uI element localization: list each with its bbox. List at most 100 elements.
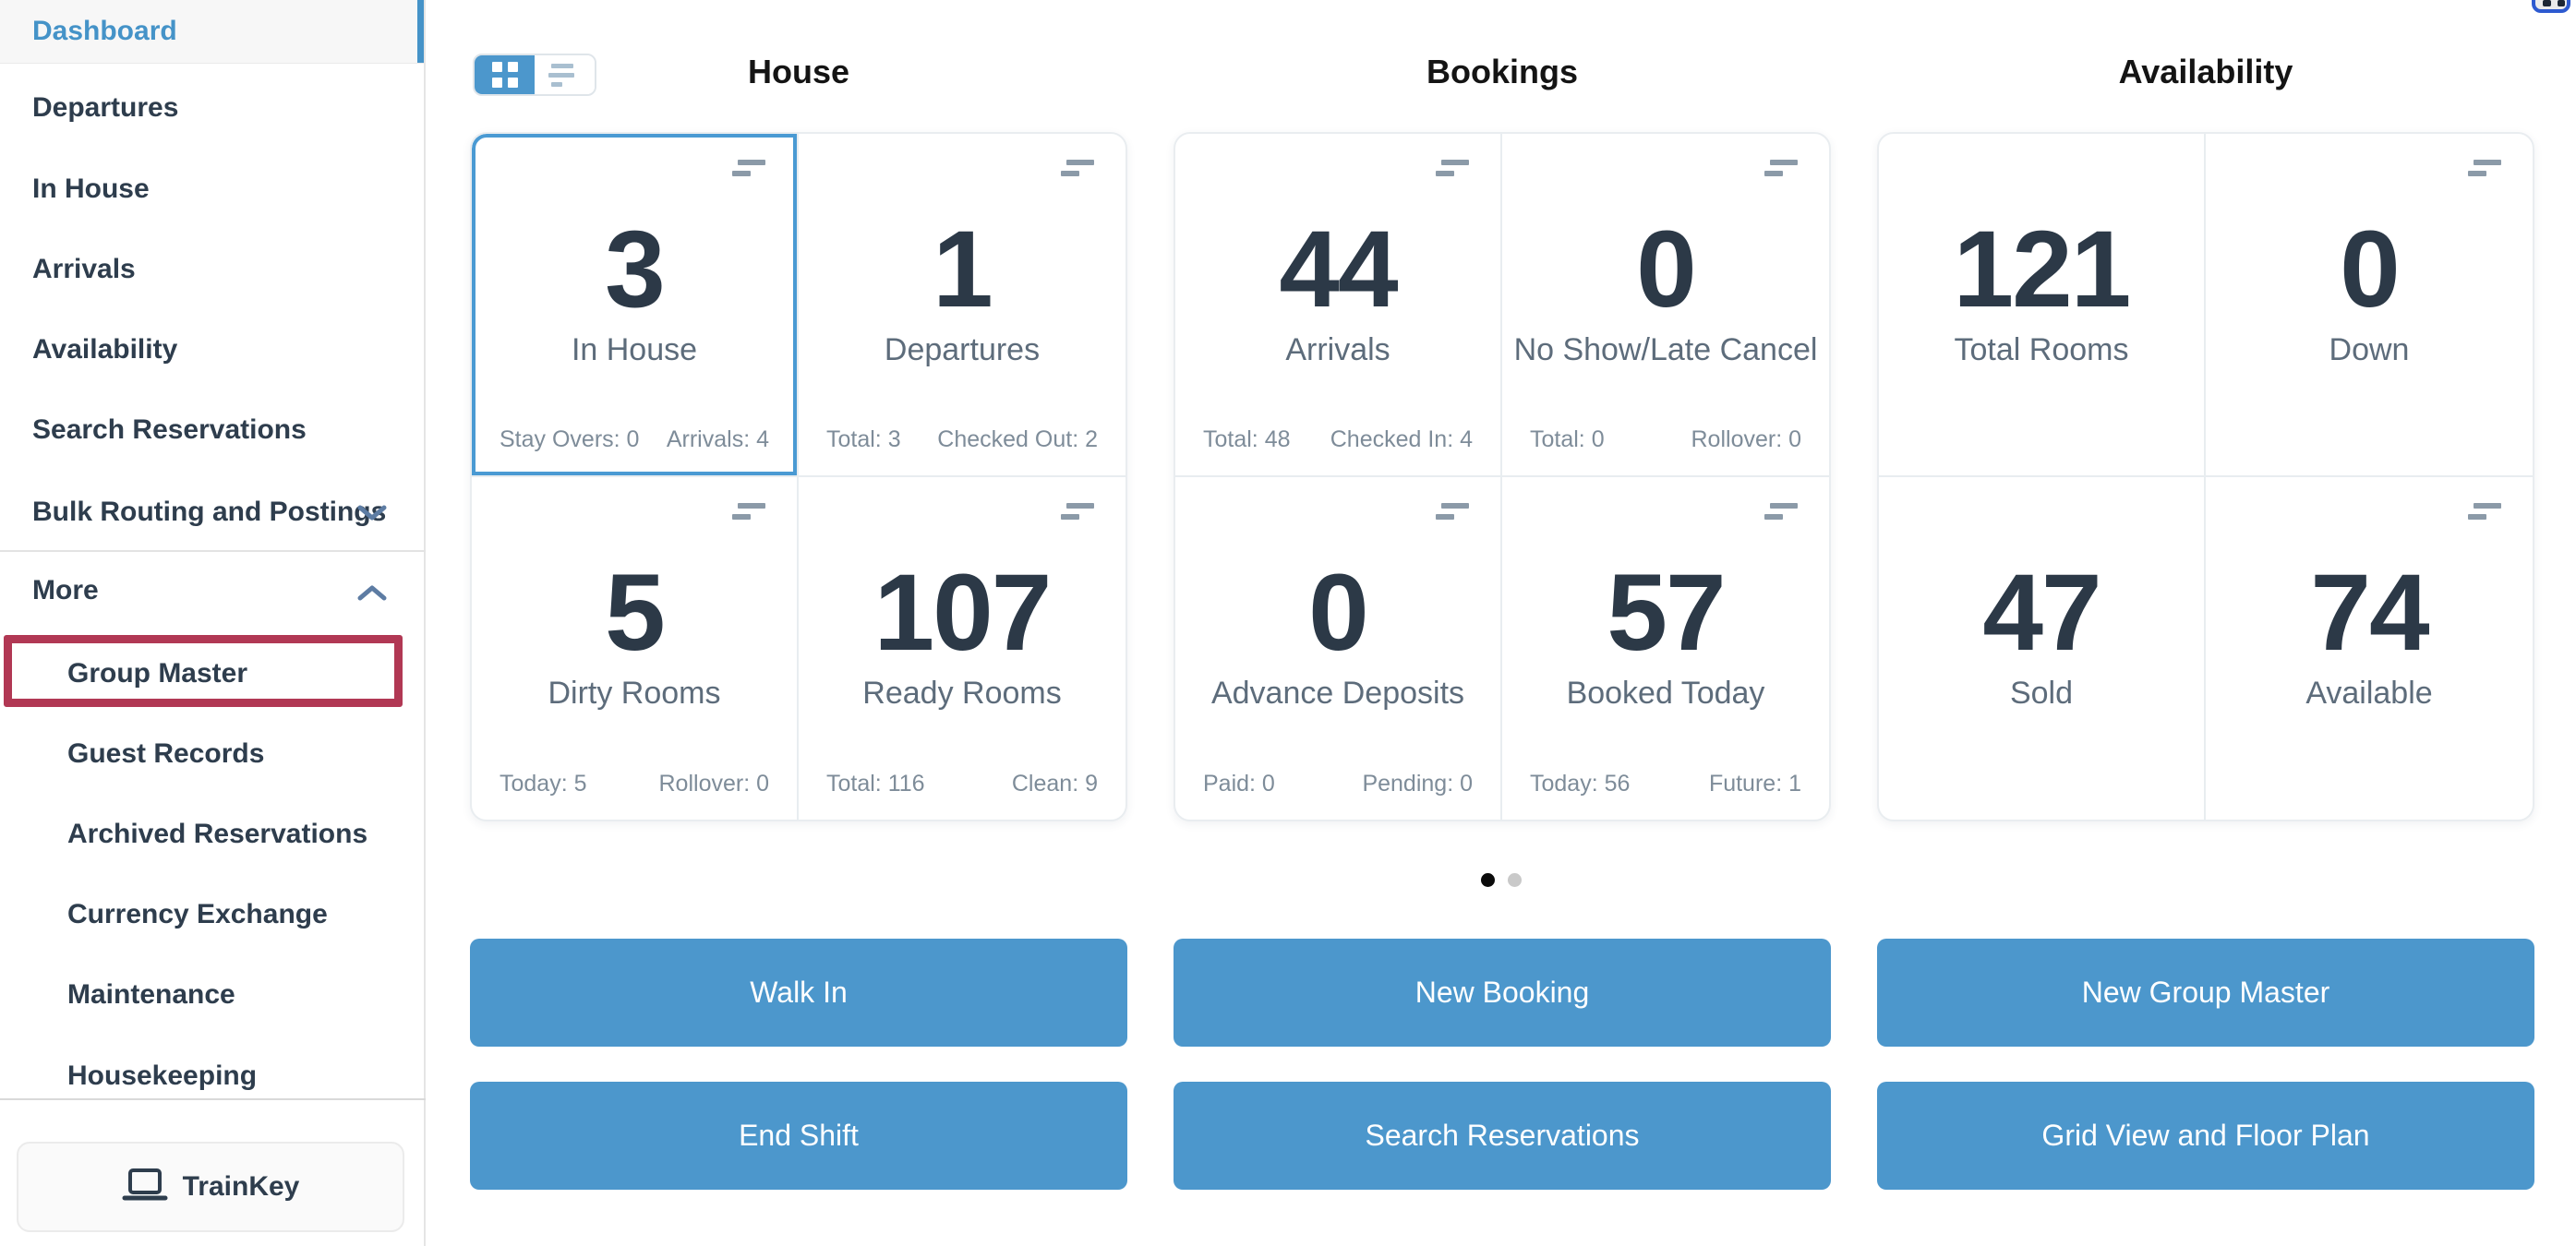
trainkey-button[interactable]: TrainKey: [17, 1142, 404, 1232]
sidebar-item-departures[interactable]: Departures: [32, 92, 179, 123]
walk-in-button[interactable]: Walk In: [470, 939, 1127, 1047]
stat-value: 47: [1982, 551, 2101, 674]
stat-value: 0: [1636, 209, 1697, 330]
stat-value: 0: [2340, 209, 2401, 330]
page-dot-active[interactable]: [1480, 873, 1495, 887]
new-booking-button[interactable]: New Booking: [1174, 939, 1831, 1047]
card-sold[interactable]: 47 Sold: [1879, 476, 2206, 820]
card-menu-icon[interactable]: [2468, 160, 2501, 176]
chevron-up-icon[interactable]: [356, 583, 388, 602]
sidebar-item-maintenance[interactable]: Maintenance: [67, 979, 235, 1010]
bookings-card-group: 44 Arrivals Total: 48 Checked In: 4 0 No…: [1174, 132, 1831, 821]
stat-label: Departures: [884, 332, 1041, 367]
stat-label: In House: [571, 332, 698, 367]
sidebar-item-more[interactable]: More: [32, 575, 99, 605]
card-arrivals[interactable]: 44 Arrivals Total: 48 Checked In: 4: [1175, 134, 1502, 477]
chevron-down-icon[interactable]: [356, 504, 388, 522]
stat-footer-left: Paid: 0: [1203, 771, 1275, 797]
sidebar-item-housekeeping[interactable]: Housekeeping: [67, 1060, 258, 1091]
stat-label: Advance Deposits: [1210, 675, 1465, 711]
list-view-button[interactable]: [535, 55, 595, 94]
stat-value: 3: [605, 209, 666, 330]
grid-view-button[interactable]: [475, 55, 535, 94]
stat-footer-right: Pending: 0: [1362, 771, 1473, 797]
group-master-highlight-annotation: [4, 635, 403, 707]
card-menu-icon[interactable]: [1436, 160, 1469, 176]
clipped-corner-widget: [2532, 0, 2570, 13]
card-advance-deposits[interactable]: 0 Advance Deposits Paid: 0 Pending: 0: [1175, 476, 1502, 820]
column-title-availability: Availability: [2118, 53, 2293, 90]
stat-footer-right: Checked Out: 2: [937, 425, 1098, 452]
stat-label: Arrivals: [1285, 332, 1390, 367]
stat-footer-left: Total: 116: [826, 771, 925, 797]
card-menu-icon[interactable]: [1436, 502, 1469, 520]
sidebar-item-archived-reservations[interactable]: Archived Reservations: [67, 819, 368, 849]
grid-view-floor-plan-button[interactable]: Grid View and Floor Plan: [1877, 1082, 2534, 1190]
stat-value: 57: [1607, 551, 1726, 674]
column-title-house: House: [747, 53, 850, 90]
card-menu-icon[interactable]: [2468, 502, 2501, 520]
card-menu-icon[interactable]: [1764, 502, 1798, 520]
stat-label: Sold: [2009, 675, 2074, 711]
stat-label: No Show/Late Cancel: [1513, 332, 1818, 367]
stat-footer-right: Rollover: 0: [1691, 425, 1802, 452]
page-dot[interactable]: [1507, 873, 1522, 887]
card-total-rooms[interactable]: 121 Total Rooms: [1879, 134, 2206, 477]
stat-footer-right: Arrivals: 4: [666, 425, 769, 452]
card-menu-icon[interactable]: [1061, 160, 1094, 176]
stat-value: 44: [1279, 209, 1398, 330]
stat-value: 107: [873, 551, 1053, 674]
card-dirty-rooms[interactable]: 5 Dirty Rooms Today: 5 Rollover: 0: [472, 476, 799, 820]
sidebar-item-group-master[interactable]: Group Master: [67, 658, 248, 689]
sidebar-item-availability[interactable]: Availability: [32, 334, 178, 365]
search-reservations-button[interactable]: Search Reservations: [1174, 1082, 1831, 1190]
stat-footer-left: Today: 5: [500, 771, 587, 797]
stat-label: Ready Rooms: [862, 675, 1062, 711]
stat-value: 1: [933, 209, 993, 330]
card-ready-rooms[interactable]: 107 Ready Rooms Total: 116 Clean: 9: [799, 477, 1125, 821]
end-shift-button[interactable]: End Shift: [470, 1082, 1127, 1190]
stat-label: Down: [2329, 332, 2410, 367]
card-menu-icon[interactable]: [732, 160, 765, 176]
stat-footer-right: Clean: 9: [1011, 771, 1098, 797]
card-available[interactable]: 74 Available: [2206, 477, 2533, 821]
carousel-pagination: [426, 873, 2576, 887]
card-down[interactable]: 0 Down: [2206, 134, 2533, 477]
stat-value: 0: [1308, 551, 1369, 674]
stat-label: Dirty Rooms: [548, 675, 721, 711]
availability-card-group: 121 Total Rooms 0 Down 47 Sold 74 Availa…: [1877, 132, 2534, 821]
column-title-bookings: Bookings: [1426, 53, 1578, 90]
grid-icon: [491, 62, 518, 88]
card-departures[interactable]: 1 Departures Total: 3 Checked Out: 2: [799, 134, 1125, 477]
stat-footer-left: Total: 48: [1203, 425, 1291, 452]
card-menu-icon[interactable]: [732, 502, 765, 520]
stat-footer-right: Rollover: 0: [658, 771, 770, 797]
trainkey-label: TrainKey: [182, 1171, 300, 1202]
card-menu-icon[interactable]: [1764, 160, 1798, 176]
stat-value: 5: [605, 551, 666, 674]
sidebar-item-dashboard[interactable]: Dashboard: [32, 16, 177, 46]
card-no-show[interactable]: 0 No Show/Late Cancel Total: 0 Rollover:…: [1502, 134, 1829, 477]
sidebar-item-currency-exchange[interactable]: Currency Exchange: [67, 899, 328, 929]
laptop-icon: [122, 1166, 168, 1209]
house-card-group: 3 In House Stay Overs: 0 Arrivals: 4 1 D…: [470, 132, 1127, 821]
stat-footer-left: Stay Overs: 0: [500, 425, 640, 452]
sidebar-item-arrivals[interactable]: Arrivals: [32, 254, 136, 284]
stat-footer-left: Total: 3: [826, 425, 901, 452]
sidebar-active-row: [0, 0, 424, 64]
sidebar-item-bulk-routing[interactable]: Bulk Routing and Postings: [32, 497, 387, 527]
sidebar-item-guest-records[interactable]: Guest Records: [67, 738, 265, 769]
stat-footer-right: Checked In: 4: [1330, 425, 1473, 452]
stat-value: 74: [2310, 551, 2429, 674]
sidebar-item-in-house[interactable]: In House: [32, 174, 150, 204]
stat-footer-left: Today: 56: [1530, 771, 1631, 797]
stat-label: Total Rooms: [1954, 332, 2129, 367]
new-group-master-button[interactable]: New Group Master: [1877, 939, 2534, 1047]
card-booked-today[interactable]: 57 Booked Today Today: 56 Future: 1: [1502, 477, 1829, 821]
card-in-house[interactable]: 3 In House Stay Overs: 0 Arrivals: 4: [472, 134, 799, 477]
card-menu-icon[interactable]: [1061, 502, 1094, 520]
list-icon: [551, 63, 573, 68]
sidebar-item-search-reservations[interactable]: Search Reservations: [32, 414, 307, 445]
stat-footer-left: Total: 0: [1530, 425, 1605, 452]
stat-label: Available: [2305, 675, 2433, 711]
